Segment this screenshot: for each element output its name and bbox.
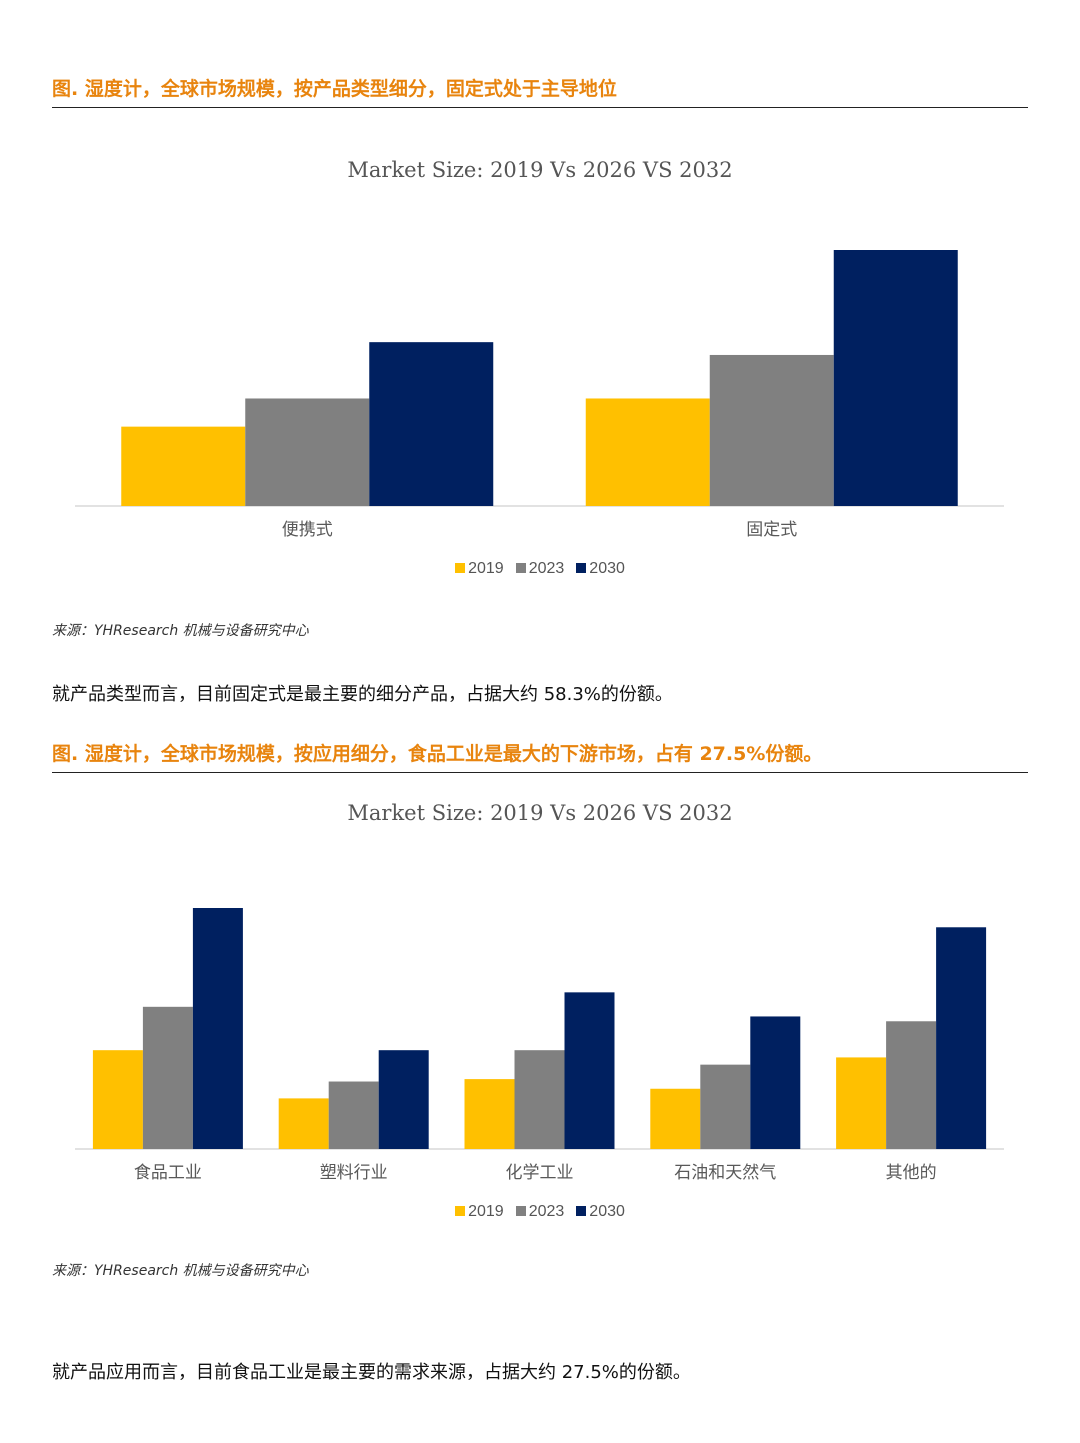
legend-swatch xyxy=(515,1206,526,1216)
bar-2023-0 xyxy=(245,398,370,506)
x-tick-label: 石油和天然气 xyxy=(674,1163,776,1183)
bar-2023-0 xyxy=(142,1006,193,1149)
x-tick-label: 便携式 xyxy=(282,520,333,540)
chart1-legend: 2019 2023 2030 xyxy=(0,560,1080,578)
bar-2030-3 xyxy=(750,1016,801,1149)
legend-item-2019: 2019 xyxy=(455,1203,504,1221)
legend-item-2019: 2019 xyxy=(455,560,504,578)
bar-2019-0 xyxy=(121,426,246,506)
bar-2030-0 xyxy=(192,908,243,1149)
bar-2023-1 xyxy=(328,1081,379,1149)
legend-label: 2030 xyxy=(589,1203,625,1220)
chart1-title: Market Size: 2019 Vs 2026 VS 2032 xyxy=(347,158,733,182)
legend-item-2030: 2030 xyxy=(576,560,625,578)
figure2-source: 来源：YHResearch 机械与设备研究中心 xyxy=(52,1263,309,1279)
legend-item-2023: 2023 xyxy=(515,1203,565,1221)
x-tick-label: 化学工业 xyxy=(506,1163,574,1183)
legend-swatch xyxy=(515,563,526,573)
legend-swatch xyxy=(576,1206,587,1216)
x-tick-label: 塑料行业 xyxy=(320,1163,388,1183)
bar-2019-4 xyxy=(836,1057,887,1149)
figure2-heading: 图. 湿度计，全球市场规模，按应用细分，食品工业是最大的下游市场，占有 27.5… xyxy=(52,739,1028,773)
bar-2030-2 xyxy=(564,992,615,1149)
legend-label: 2023 xyxy=(528,560,565,577)
legend-swatch xyxy=(455,563,466,573)
chart1: 便携式 固定式 xyxy=(75,250,1004,540)
chart2-legend: 2019 2023 2030 xyxy=(0,1203,1080,1221)
bar-2030-1 xyxy=(378,1050,429,1149)
legend-label: 2019 xyxy=(468,1203,504,1220)
legend-item-2030: 2030 xyxy=(576,1203,625,1221)
bar-2023-2 xyxy=(514,1050,565,1149)
legend-label: 2023 xyxy=(528,1203,565,1220)
bar-2023-4 xyxy=(886,1021,937,1149)
x-tick-label: 其他的 xyxy=(886,1163,937,1183)
x-tick-label: 固定式 xyxy=(746,520,797,540)
figure1-source: 来源：YHResearch 机械与设备研究中心 xyxy=(52,623,309,639)
bar-2019-1 xyxy=(585,398,710,506)
legend-swatch xyxy=(576,563,587,573)
bar-2019-2 xyxy=(464,1079,515,1149)
chart2-title: Market Size: 2019 Vs 2026 VS 2032 xyxy=(347,801,733,825)
x-tick-label: 食品工业 xyxy=(134,1163,202,1183)
bar-2019-0 xyxy=(92,1050,143,1149)
chart2: 食品工业 塑料行业 化学工业 石油和天然气 其他的 xyxy=(75,908,1004,1183)
bar-2023-1 xyxy=(709,354,834,506)
legend-label: 2030 xyxy=(589,560,625,577)
legend-swatch xyxy=(455,1206,466,1216)
bar-2019-3 xyxy=(650,1088,701,1149)
bar-2030-1 xyxy=(833,250,958,506)
bar-2030-4 xyxy=(936,927,987,1149)
legend-label: 2019 xyxy=(468,560,504,577)
figure2-paragraph: 就产品应用而言，目前食品工业是最主要的需求来源，占据大约 27.5%的份额。 xyxy=(52,1362,691,1383)
figure1-paragraph: 就产品类型而言，目前固定式是最主要的细分产品，占据大约 58.3%的份额。 xyxy=(52,684,673,705)
figure1-heading: 图. 湿度计，全球市场规模，按产品类型细分，固定式处于主导地位 xyxy=(52,74,1028,108)
legend-item-2023: 2023 xyxy=(515,560,565,578)
bar-2019-1 xyxy=(278,1098,329,1149)
bar-2030-0 xyxy=(369,342,494,506)
bar-2023-3 xyxy=(700,1064,751,1149)
